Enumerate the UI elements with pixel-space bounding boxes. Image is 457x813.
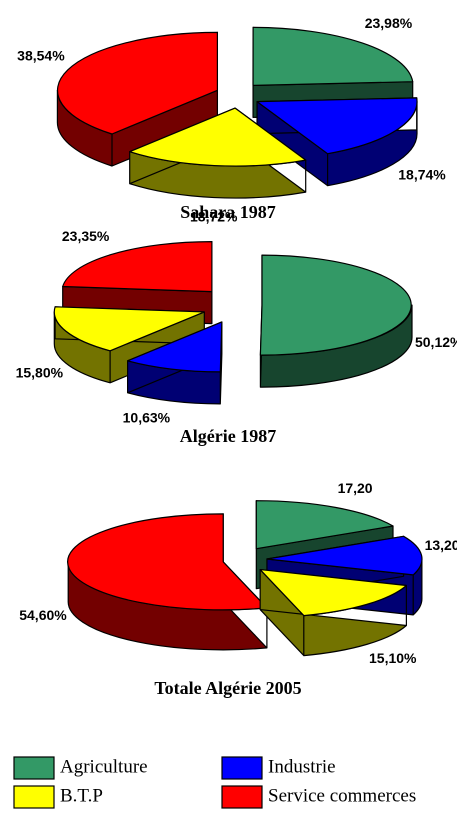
data-label: 50,12%	[415, 334, 457, 350]
data-label: 23,35%	[62, 228, 110, 244]
slice	[129, 107, 307, 167]
legend-swatch	[221, 785, 263, 809]
data-label: 54,60%	[19, 607, 67, 623]
slice	[127, 321, 223, 373]
data-label: 10,63%	[123, 409, 171, 425]
data-label: 23,98%	[365, 15, 413, 31]
slice	[266, 535, 423, 576]
chart-title: Sahara 1987	[180, 202, 276, 222]
slice	[255, 500, 394, 550]
legend-swatch	[13, 785, 55, 809]
legend-label: Industrie	[268, 756, 336, 777]
legend-swatch	[221, 756, 263, 780]
slice	[256, 97, 418, 155]
data-label: 15,10%	[369, 650, 417, 666]
slice	[67, 513, 268, 611]
slice	[53, 306, 205, 352]
data-label: 17,20	[338, 480, 373, 496]
legend-label: Agriculture	[60, 756, 148, 777]
slice	[259, 254, 412, 356]
data-label: 38,54%	[17, 48, 65, 64]
slice	[259, 568, 407, 617]
slice	[56, 31, 219, 135]
chart-title: Algérie 1987	[180, 426, 276, 446]
legend-swatch	[13, 756, 55, 780]
data-label: 15,80%	[16, 365, 64, 381]
legend-label: B.T.P	[60, 785, 103, 806]
data-label: 18,74%	[398, 167, 446, 183]
data-label: 13,20%	[425, 537, 457, 553]
chart-title: Totale Algérie 2005	[154, 678, 301, 698]
slice	[62, 241, 213, 293]
slice	[252, 26, 414, 86]
legend-label: Service commerces	[268, 785, 416, 806]
data-label: 18,72%	[190, 209, 238, 225]
